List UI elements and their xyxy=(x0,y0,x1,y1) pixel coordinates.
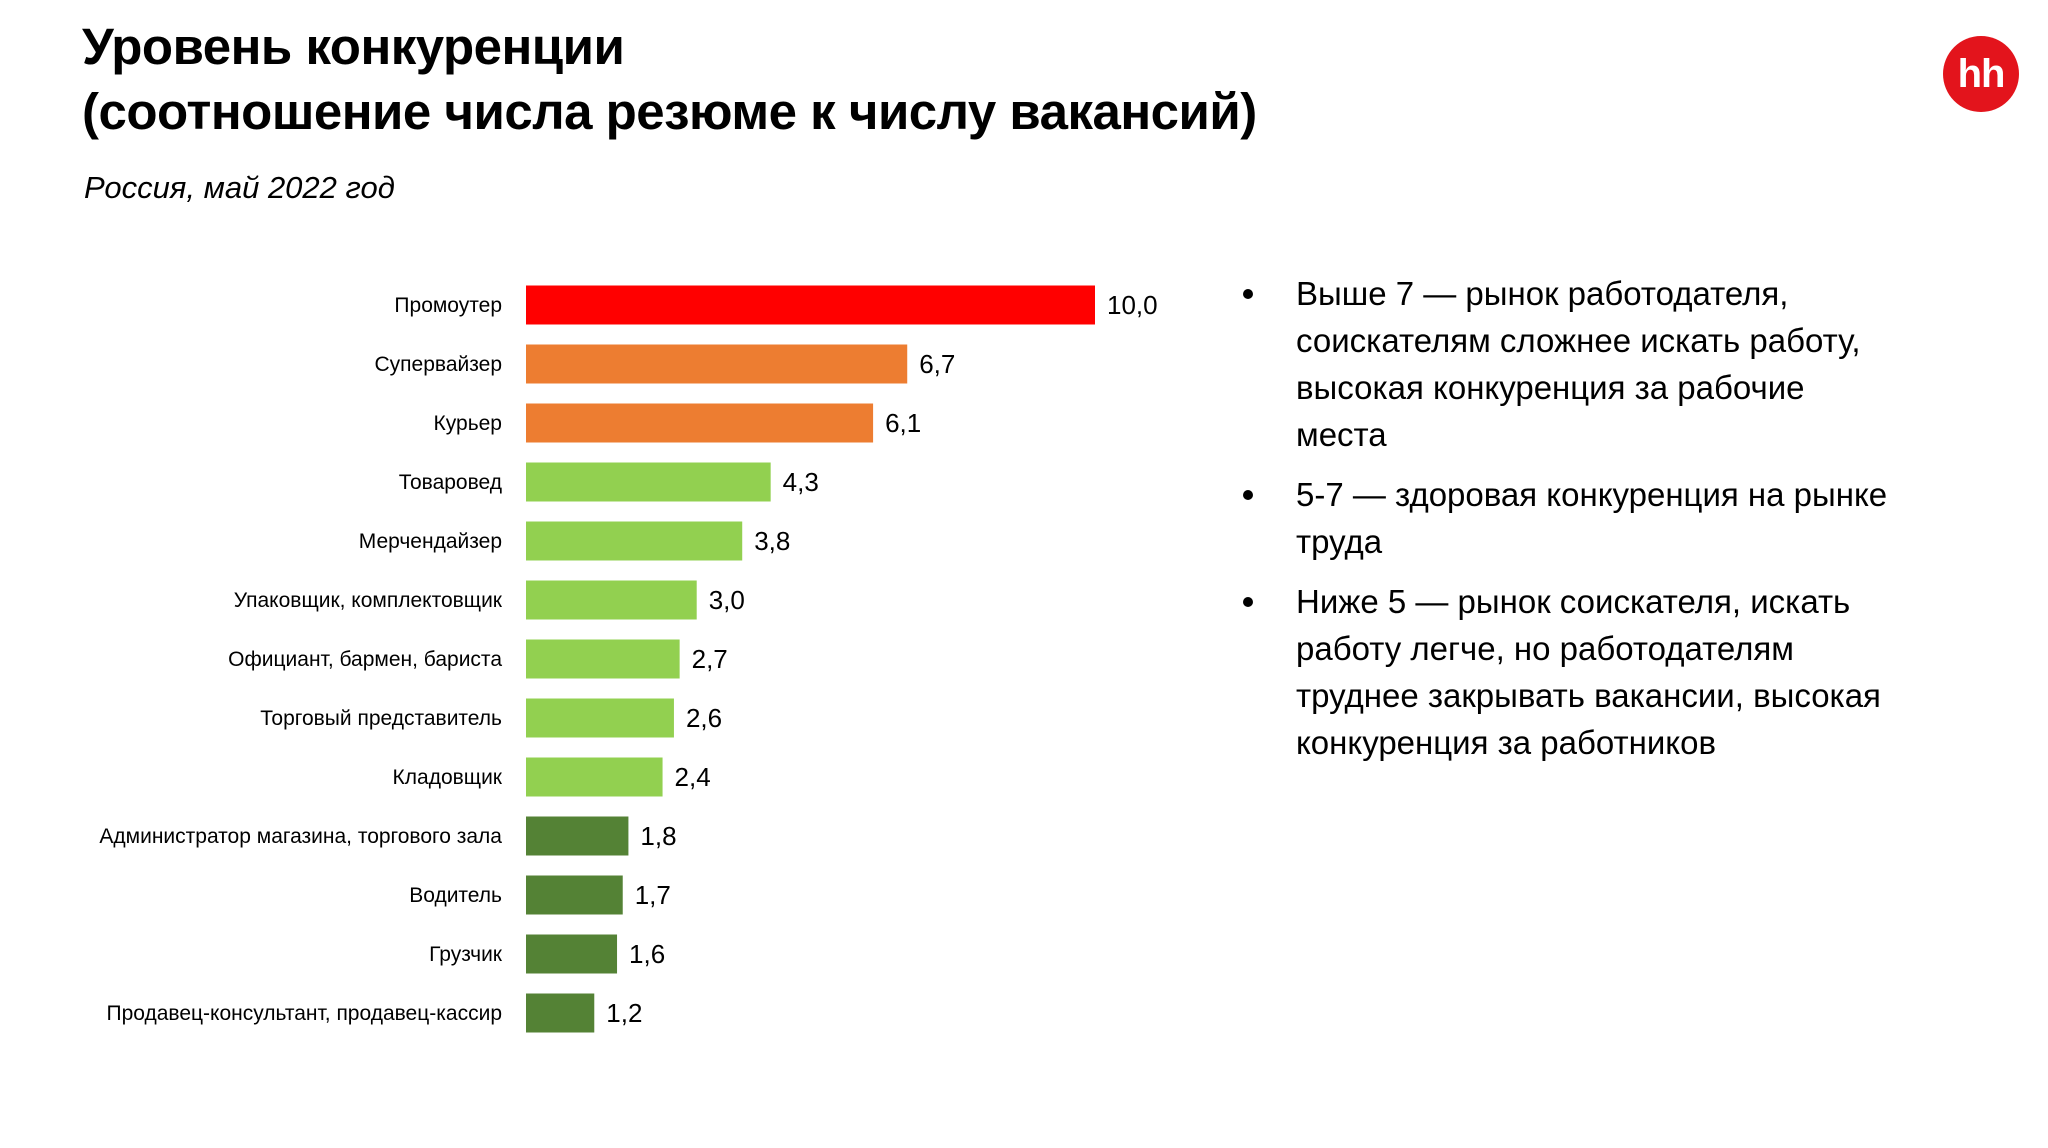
category-label-водитель: Водитель xyxy=(409,884,502,907)
bullet-icon xyxy=(1238,578,1258,625)
bar-кладовщик xyxy=(526,757,663,797)
bar-супервайзер xyxy=(526,344,908,384)
value-label-водитель: 1,7 xyxy=(635,880,671,910)
bullet-icon xyxy=(1238,270,1258,317)
title-line-2: (соотношение числа резюме к числу ваканс… xyxy=(82,83,1257,140)
value-label-курьер: 6,1 xyxy=(885,408,921,438)
title-line-1: Уровень конкуренции xyxy=(82,18,625,75)
category-label-торговый-представитель: Торговый представитель xyxy=(260,707,502,730)
category-label-продавец-консультант-продавец-кассир: Продавец-консультант, продавец-кассир xyxy=(106,1002,502,1025)
bar-официант-бармен-бариста xyxy=(526,639,680,679)
logo-text: hh xyxy=(1958,52,2005,96)
bar-упаковщик-комплектовщик xyxy=(526,580,697,620)
legend-notes: Выше 7 — рынок работодателя, соискателям… xyxy=(1238,270,1898,779)
value-label-грузчик: 1,6 xyxy=(629,939,665,969)
competition-bar-chart: Промоутер 10,0 Супервайзер 6,7 Курьер 6,1 Това… xyxy=(99,285,1158,1033)
value-label-официант-бармен-бариста: 2,7 xyxy=(692,644,728,674)
category-label-официант-бармен-бариста: Официант, бармен, бариста xyxy=(228,648,502,671)
bar-промоутер xyxy=(526,285,1095,325)
value-label-кладовщик: 2,4 xyxy=(675,762,711,792)
note-text: Ниже 5 — рынок соискателя, искать работу… xyxy=(1296,583,1881,761)
page-title: Уровень конкуренции (соотношение числа р… xyxy=(82,14,1257,144)
category-label-мерчендайзер: Мерчендайзер xyxy=(359,530,502,553)
value-label-товаровед: 4,3 xyxy=(783,467,819,497)
note-below-5: Ниже 5 — рынок соискателя, искать работу… xyxy=(1238,578,1898,766)
category-label-грузчик: Грузчик xyxy=(429,943,503,966)
value-label-упаковщик-комплектовщик: 3,0 xyxy=(709,585,745,615)
category-label-кладовщик: Кладовщик xyxy=(393,766,503,789)
page-subtitle: Россия, май 2022 год xyxy=(84,170,395,205)
value-label-торговый-представитель: 2,6 xyxy=(686,703,722,733)
bar-товаровед xyxy=(526,462,771,502)
bar-водитель xyxy=(526,875,623,915)
hh-logo-graphic: hh xyxy=(1943,36,2019,112)
note-5-to-7: 5-7 — здоровая конкуренция на рынке труд… xyxy=(1238,471,1898,565)
category-label-курьер: Курьер xyxy=(434,412,502,435)
category-label-супервайзер: Супервайзер xyxy=(375,353,502,376)
bar-курьер xyxy=(526,403,874,443)
value-label-мерчендайзер: 3,8 xyxy=(754,526,790,556)
value-label-администратор-магазина-торгового-зала: 1,8 xyxy=(640,821,676,851)
hh-logo-icon: hh xyxy=(1943,36,2019,112)
category-label-администратор-магазина-торгового-зала: Администратор магазина, торгового зала xyxy=(99,825,502,848)
bar-мерчендайзер xyxy=(526,521,743,561)
note-text: Выше 7 — рынок работодателя, соискателям… xyxy=(1296,275,1861,453)
bullet-icon xyxy=(1238,471,1258,518)
bar-администратор-магазина-торгового-зала xyxy=(526,816,629,856)
note-above-7: Выше 7 — рынок работодателя, соискателям… xyxy=(1238,270,1898,458)
category-label-упаковщик-комплектовщик: Упаковщик, комплектовщик xyxy=(234,589,503,612)
value-label-промоутер: 10,0 xyxy=(1107,290,1158,320)
bar-грузчик xyxy=(526,934,618,974)
note-text: 5-7 — здоровая конкуренция на рынке труд… xyxy=(1296,476,1888,560)
logo-circle xyxy=(1943,36,2019,112)
value-label-продавец-консультант-продавец-кассир: 1,2 xyxy=(606,998,642,1028)
category-label-промоутер: Промоутер xyxy=(394,294,502,317)
bar-продавец-консультант-продавец-кассир xyxy=(526,993,595,1033)
category-label-товаровед: Товаровед xyxy=(399,471,502,494)
bar-торговый-представитель xyxy=(526,698,674,738)
value-label-супервайзер: 6,7 xyxy=(919,349,955,379)
